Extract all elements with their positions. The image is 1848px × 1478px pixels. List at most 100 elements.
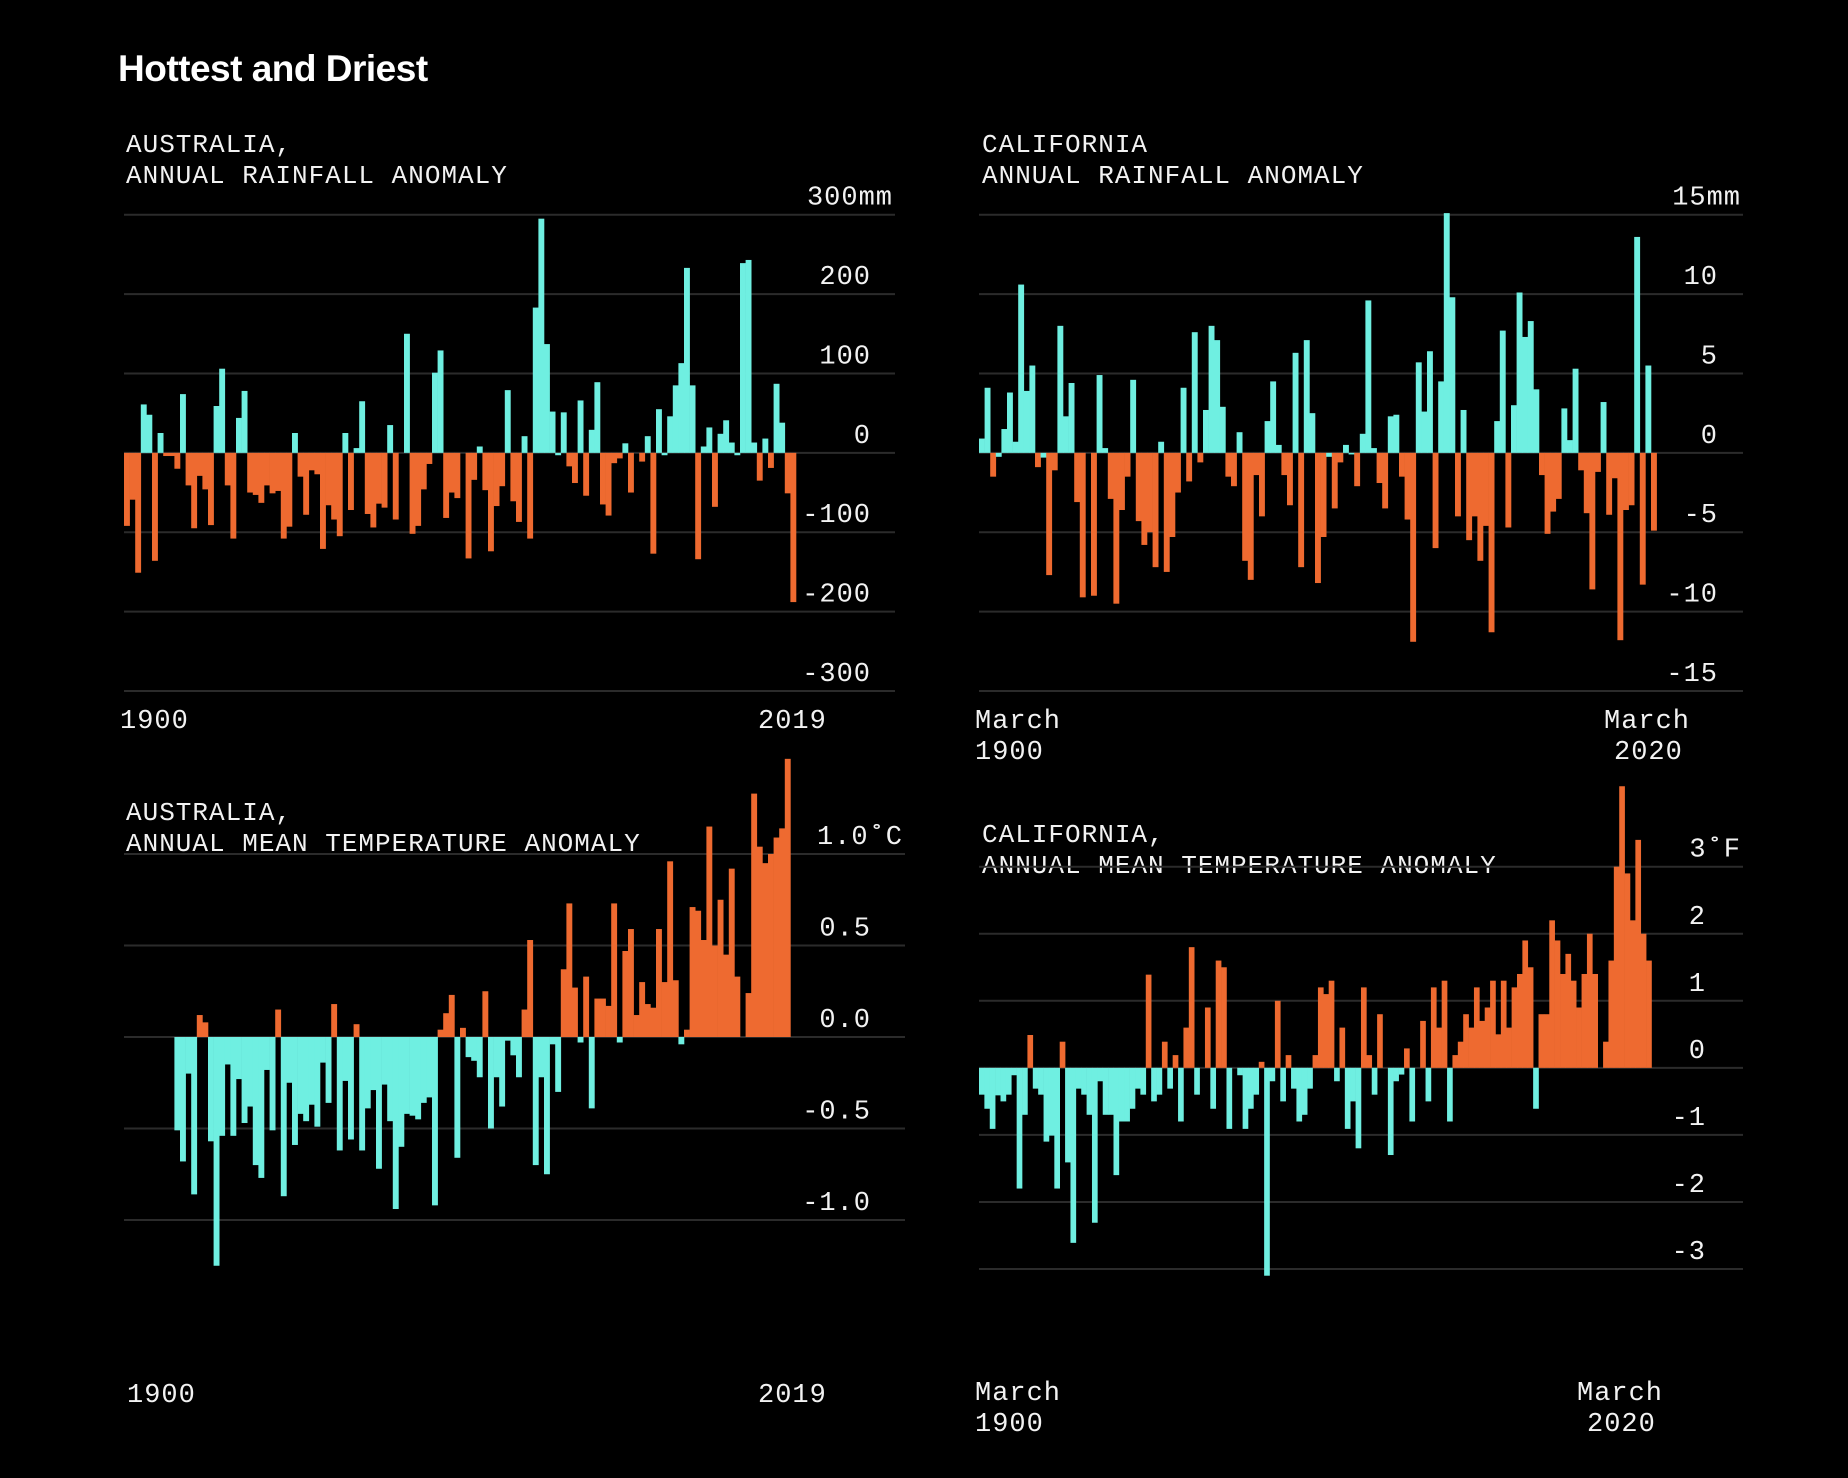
bar <box>1479 1020 1486 1068</box>
bar <box>1511 405 1517 453</box>
bar <box>1645 365 1652 453</box>
y-tick-label: -1 <box>1672 1104 1706 1134</box>
bar <box>633 1015 640 1037</box>
bar <box>202 1022 209 1037</box>
bar <box>1359 433 1366 453</box>
bar <box>1135 452 1142 522</box>
bar <box>1167 1067 1173 1089</box>
bar <box>1331 452 1338 509</box>
bar <box>1275 444 1282 453</box>
bar <box>616 1037 623 1043</box>
bar <box>1449 297 1456 453</box>
bar <box>191 452 198 529</box>
bar <box>1640 933 1647 1068</box>
bar <box>1538 1014 1545 1068</box>
bar <box>1522 336 1529 453</box>
bar <box>1175 452 1181 493</box>
bar <box>124 452 130 526</box>
bar <box>979 438 985 453</box>
bar <box>1339 1027 1346 1068</box>
bar <box>1544 452 1551 534</box>
bar <box>1387 416 1394 453</box>
bar <box>1197 452 1204 463</box>
bar <box>1183 1027 1190 1068</box>
bar <box>482 991 489 1037</box>
bar <box>488 452 494 552</box>
bar <box>1376 452 1383 484</box>
bar <box>448 452 455 493</box>
bar <box>1219 406 1226 453</box>
bar <box>1191 332 1198 453</box>
bar <box>174 452 181 469</box>
bar <box>1011 1067 1017 1076</box>
y-tick-label: -15 <box>1666 660 1718 690</box>
bar <box>1420 1020 1426 1068</box>
bar <box>695 452 702 560</box>
y-tick-label: 300mm <box>807 184 893 214</box>
bar <box>1029 365 1036 453</box>
bar <box>516 1037 522 1078</box>
bar <box>622 950 629 1037</box>
bar <box>1237 1067 1243 1076</box>
bar <box>174 1037 181 1131</box>
bar <box>381 452 388 508</box>
y-tick-label: 0 <box>1689 1037 1706 1067</box>
bar <box>1382 452 1389 509</box>
y-tick-label: 1.0˚C <box>817 822 903 853</box>
bar <box>353 448 360 453</box>
bar <box>706 826 713 1037</box>
bar <box>1471 452 1478 517</box>
bar <box>1248 1067 1254 1109</box>
bar <box>152 452 158 561</box>
bar <box>1059 1041 1066 1068</box>
bar <box>1145 974 1152 1068</box>
y-tick-label: -200 <box>802 581 871 611</box>
bar <box>984 1067 991 1109</box>
bar <box>1628 452 1635 506</box>
bar <box>572 452 578 484</box>
bar <box>990 452 997 477</box>
bar <box>236 1037 242 1080</box>
bar <box>1436 1027 1442 1068</box>
bar <box>1259 452 1265 517</box>
bar <box>1023 390 1030 453</box>
bar <box>353 1024 360 1037</box>
bar <box>185 1037 192 1074</box>
bar <box>1086 1067 1093 1115</box>
chart-title-line: AUSTRALIA, <box>126 130 292 160</box>
y-tick-label: 0.5 <box>819 915 871 945</box>
bar <box>1554 940 1561 1068</box>
bar <box>1057 325 1064 453</box>
bar <box>1210 1067 1217 1109</box>
y-tick-label: -5 <box>1684 501 1718 531</box>
bar <box>320 452 326 549</box>
bar <box>1595 452 1601 472</box>
bar <box>1452 1055 1459 1068</box>
bar <box>1430 987 1437 1068</box>
bar <box>1466 452 1473 541</box>
bar <box>1399 452 1405 477</box>
y-tick-label: -300 <box>802 660 871 690</box>
y-tick-label: -10 <box>1666 581 1718 611</box>
bar <box>1274 1000 1281 1068</box>
bar <box>695 910 702 1037</box>
bar <box>1016 1067 1023 1189</box>
bar <box>258 452 265 503</box>
y-tick-label: 2 <box>1689 903 1706 933</box>
bar <box>1592 973 1598 1068</box>
bar <box>639 982 646 1037</box>
bar <box>1550 452 1557 512</box>
bar <box>1337 452 1344 463</box>
x-label-line: 2020 <box>1614 738 1683 768</box>
bar <box>476 446 483 453</box>
bar <box>566 903 573 1037</box>
bar <box>1048 1067 1055 1136</box>
bar <box>1221 967 1227 1068</box>
bar <box>168 452 175 457</box>
chart-title: CALIFORNIA ANNUAL RAINFALL ANOMALY <box>982 130 1364 191</box>
bar <box>135 452 142 573</box>
bar <box>1490 980 1496 1068</box>
bar <box>616 452 623 459</box>
bar <box>779 828 786 1037</box>
